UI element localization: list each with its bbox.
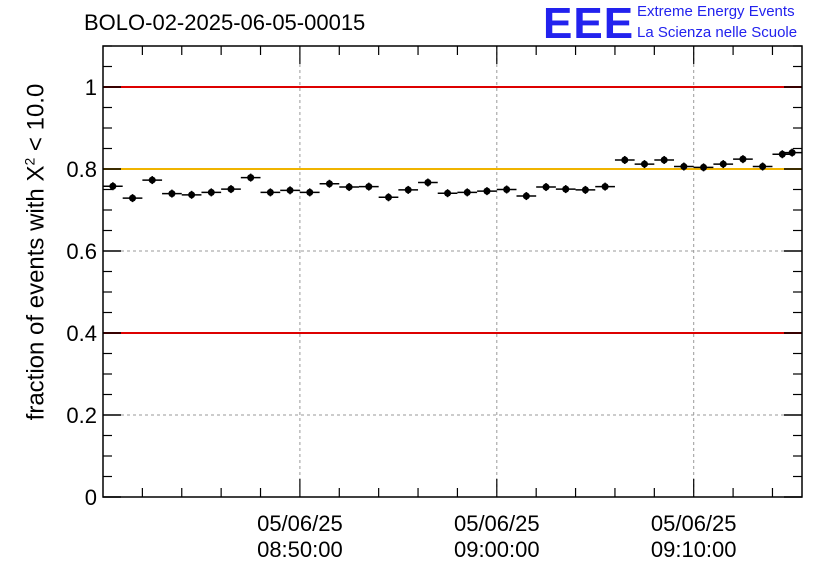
logo-text-line1: Extreme Energy Events [637,3,795,20]
data-point [503,186,511,193]
data-point [621,156,629,164]
y-tick-label: 0 [85,485,97,510]
x-tick-time-label: 09:10:00 [651,537,737,562]
y-tick-label: 0.4 [66,321,97,346]
y-tick-label: 0.8 [66,157,97,182]
data-point [188,191,196,199]
data-point [247,174,255,182]
data-point [227,185,235,193]
data-point [306,188,314,196]
x-tick-date-label: 05/06/25 [257,511,343,536]
data-point [660,156,668,164]
data-point [404,186,412,194]
data-point [109,182,117,190]
x-tick-date-label: 05/06/25 [651,511,737,536]
axes [102,45,803,498]
data-point [680,163,688,171]
data-point [581,186,589,194]
logo-text-line2: La Scienza nelle Scuole [637,24,798,41]
data-point [700,163,708,171]
eee-logo-icon: EEE [543,0,635,48]
x-tick-time-label: 09:00:00 [454,537,540,562]
y-axis-label: fraction of events with X2 < 10.0 [22,84,51,421]
plot-frame [102,45,803,498]
data-point [542,183,550,191]
data-point [788,149,796,157]
y-axis-label-suffix: < 10.0 [22,83,50,158]
y-tick-label: 1 [85,75,97,100]
data-point [207,188,215,196]
x-tick-time-label: 08:50:00 [257,537,343,562]
data-point [562,185,570,193]
data-series [103,148,802,203]
data-point [778,150,786,158]
data-point [424,179,432,187]
data-point [266,188,274,196]
y-axis-label-superscript: 2 [21,157,38,166]
data-point [129,194,137,202]
data-point [601,183,609,191]
y-axis-label-prefix: fraction of events with X [22,165,50,421]
data-point [759,163,767,171]
data-point [444,189,452,197]
data-point [325,180,333,188]
reference-lines [103,86,802,334]
tick-labels: 00.20.40.60.8105/06/2508:50:0005/06/2509… [66,75,736,562]
data-point [739,155,747,163]
chart-title: BOLO-02-2025-06-05-00015 [84,10,366,35]
data-point [286,186,294,194]
data-point [385,193,393,201]
data-point [719,160,727,168]
x-tick-date-label: 05/06/25 [454,511,540,536]
grid-lines [103,46,802,498]
data-point [463,188,471,196]
y-tick-label: 0.6 [66,239,97,264]
data-point [148,176,156,184]
data-point [640,160,648,168]
data-point [522,192,530,200]
y-tick-label: 0.2 [66,403,97,428]
data-point [365,183,373,191]
data-point [345,183,353,191]
data-point [483,187,491,195]
data-point [168,190,176,198]
